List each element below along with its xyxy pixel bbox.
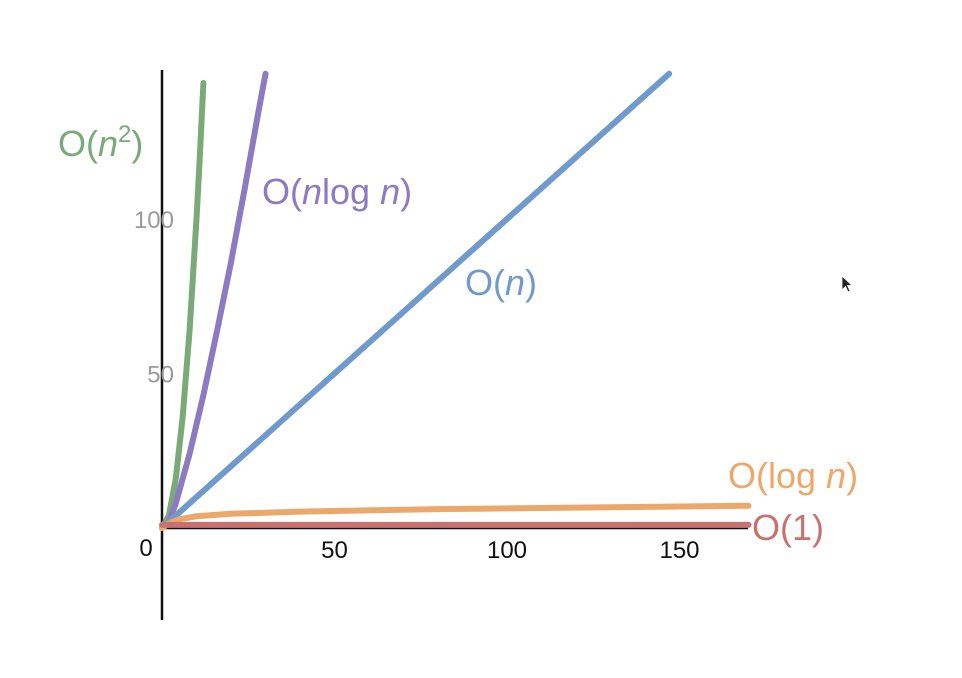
series-label-part: 2 bbox=[118, 121, 131, 148]
series-label-part: n bbox=[380, 171, 400, 212]
series-label-n: O(n) bbox=[465, 262, 537, 303]
series-label-part: n bbox=[826, 455, 846, 496]
series-label-part: O(1) bbox=[752, 507, 824, 548]
series-label-part: O( bbox=[465, 262, 505, 303]
series-label-part: log bbox=[322, 171, 380, 212]
series-label-part: n bbox=[505, 262, 525, 303]
tick-labels: 50 100 150 50 100 bbox=[134, 207, 700, 564]
series-label-part: ) bbox=[131, 123, 143, 164]
x-tick-label: 150 bbox=[659, 537, 699, 564]
origin-label: 0 bbox=[139, 535, 152, 562]
series-line-nlogn bbox=[159, 70, 269, 531]
series-label-part: O( bbox=[262, 171, 302, 212]
series-line-n2 bbox=[159, 80, 207, 531]
mouse-cursor-icon bbox=[841, 275, 854, 293]
series-label-part: n bbox=[98, 123, 118, 164]
series-labels: O(n2)O(nlog n)O(n)O(log n)O(1) bbox=[58, 121, 858, 548]
series-label-const: O(1) bbox=[752, 507, 824, 548]
series-label-part: O(log bbox=[728, 455, 826, 496]
x-tick-label: 100 bbox=[487, 537, 527, 564]
series-line-n bbox=[159, 70, 673, 531]
series-label-part: ) bbox=[846, 455, 858, 496]
y-tick-label: 100 bbox=[134, 207, 174, 234]
series-label-part: n bbox=[302, 171, 322, 212]
y-tick-label: 50 bbox=[147, 362, 174, 389]
series-label-part: O( bbox=[58, 123, 98, 164]
series-label-nlogn: O(nlog n) bbox=[262, 171, 412, 212]
series-label-part: ) bbox=[525, 262, 537, 303]
x-tick-label: 50 bbox=[321, 537, 348, 564]
series-label-part: ) bbox=[400, 171, 412, 212]
series-label-n2: O(n2) bbox=[58, 121, 143, 164]
series-label-logn: O(log n) bbox=[728, 455, 858, 496]
series-lines bbox=[159, 70, 752, 531]
